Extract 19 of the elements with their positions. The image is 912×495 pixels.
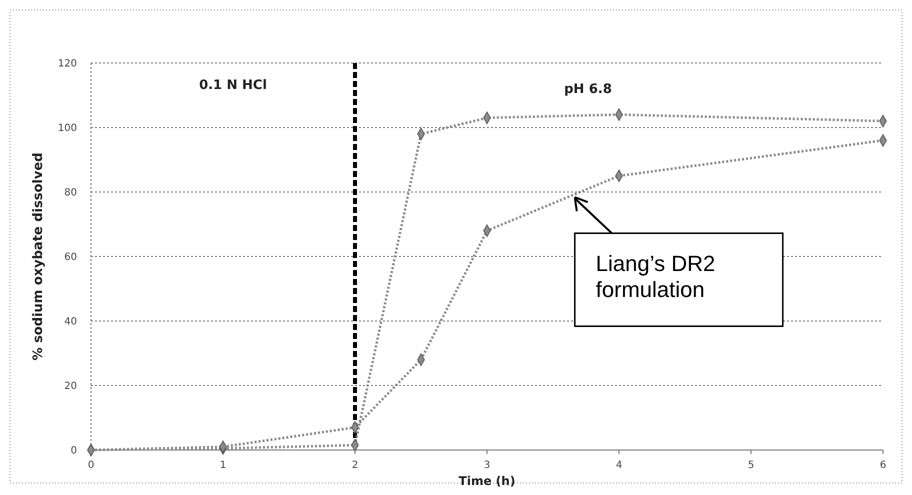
y-tick-label: 20 — [64, 381, 77, 392]
x-tick-label: 0 — [88, 460, 94, 471]
x-axis-title: Time (h) — [458, 474, 516, 488]
y-tick-label: 120 — [58, 58, 77, 70]
x-tick-label: 1 — [220, 460, 226, 471]
y-tick-label: 0 — [70, 446, 77, 456]
y-tick-label: 80 — [64, 188, 77, 198]
y-tick-label: 60 — [64, 252, 77, 263]
annotation: Liang’s DR2 formulation — [596, 251, 716, 302]
x-tick-label: 4 — [616, 460, 622, 471]
y-tick-label: 100 — [58, 123, 77, 134]
y-tick-label: 40 — [64, 316, 77, 328]
annotation: 0.1 N HCl — [199, 78, 267, 93]
x-tick-label: 5 — [748, 460, 754, 471]
x-tick-label: 3 — [484, 460, 490, 471]
x-tick-label: 2 — [352, 460, 358, 471]
y-axis-title: % sodium oxybate dissolved — [31, 152, 46, 360]
x-tick-label: 6 — [880, 460, 886, 471]
annotation: pH 6.8 — [564, 82, 612, 97]
